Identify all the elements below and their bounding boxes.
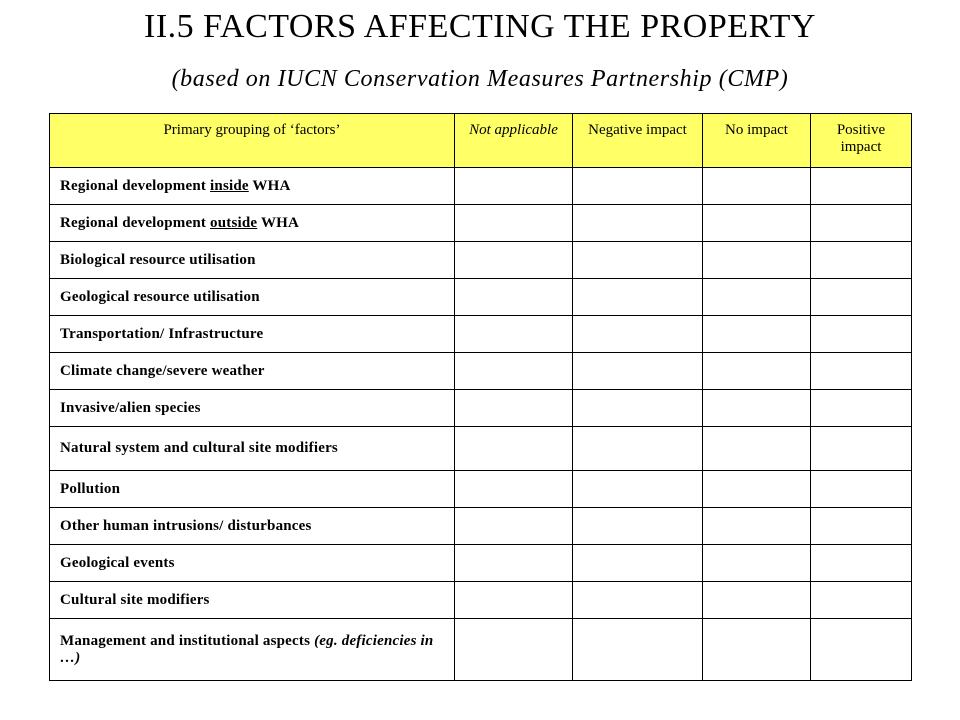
cell-no-impact[interactable] <box>702 426 811 471</box>
cell-positive-impact[interactable] <box>810 167 912 205</box>
cell-no-impact[interactable] <box>702 352 811 390</box>
table-row: Transportation/ Infrastructure <box>49 315 912 353</box>
cell-negative-impact[interactable] <box>572 278 703 316</box>
cell-not-applicable[interactable] <box>454 389 573 427</box>
cell-positive-impact[interactable] <box>810 389 912 427</box>
cell-positive-impact[interactable] <box>810 544 912 582</box>
page-subtitle: (based on IUCN Conservation Measures Par… <box>171 66 789 92</box>
factors-table: Primary grouping of ‘factors’ Not applic… <box>49 113 912 681</box>
page-title: II.5 FACTORS AFFECTING THE PROPERTY <box>144 8 816 45</box>
header-negative-impact: Negative impact <box>572 113 703 168</box>
factor-label: Transportation/ Infrastructure <box>49 315 455 353</box>
cell-positive-impact[interactable] <box>810 618 912 681</box>
cell-negative-impact[interactable] <box>572 544 703 582</box>
table-row: Pollution <box>49 470 912 508</box>
cell-positive-impact[interactable] <box>810 278 912 316</box>
factor-label: Geological events <box>49 544 455 582</box>
factor-label: Regional development inside WHA <box>49 167 455 205</box>
factor-label: Biological resource utilisation <box>49 241 455 279</box>
factor-label: Geological resource utilisation <box>49 278 455 316</box>
table-header-row: Primary grouping of ‘factors’ Not applic… <box>49 113 912 168</box>
cell-no-impact[interactable] <box>702 315 811 353</box>
cell-no-impact[interactable] <box>702 389 811 427</box>
cell-negative-impact[interactable] <box>572 241 703 279</box>
cell-positive-impact[interactable] <box>810 507 912 545</box>
factor-label: Natural system and cultural site modifie… <box>49 426 455 471</box>
table-row: Invasive/alien species <box>49 389 912 427</box>
cell-no-impact[interactable] <box>702 470 811 508</box>
cell-not-applicable[interactable] <box>454 352 573 390</box>
cell-no-impact[interactable] <box>702 241 811 279</box>
cell-positive-impact[interactable] <box>810 581 912 619</box>
table-row: Cultural site modifiers <box>49 581 912 619</box>
cell-negative-impact[interactable] <box>572 618 703 681</box>
cell-not-applicable[interactable] <box>454 618 573 681</box>
cell-not-applicable[interactable] <box>454 544 573 582</box>
cell-no-impact[interactable] <box>702 204 811 242</box>
cell-no-impact[interactable] <box>702 618 811 681</box>
factor-label: Management and institutional aspects (eg… <box>49 618 455 681</box>
cell-not-applicable[interactable] <box>454 278 573 316</box>
header-grouping: Primary grouping of ‘factors’ <box>49 113 455 168</box>
table-row: Regional development outside WHA <box>49 204 912 242</box>
cell-no-impact[interactable] <box>702 581 811 619</box>
factor-label: Pollution <box>49 470 455 508</box>
table-row: Other human intrusions/ disturbances <box>49 507 912 545</box>
header-no-impact: No impact <box>702 113 811 168</box>
cell-not-applicable[interactable] <box>454 241 573 279</box>
cell-positive-impact[interactable] <box>810 426 912 471</box>
cell-negative-impact[interactable] <box>572 352 703 390</box>
table-row: Regional development inside WHA <box>49 167 912 205</box>
table-row: Climate change/severe weather <box>49 352 912 390</box>
cell-positive-impact[interactable] <box>810 315 912 353</box>
cell-positive-impact[interactable] <box>810 204 912 242</box>
cell-positive-impact[interactable] <box>810 241 912 279</box>
cell-not-applicable[interactable] <box>454 315 573 353</box>
factor-label: Regional development outside WHA <box>49 204 455 242</box>
cell-positive-impact[interactable] <box>810 352 912 390</box>
cell-negative-impact[interactable] <box>572 507 703 545</box>
factor-label: Climate change/severe weather <box>49 352 455 390</box>
cell-no-impact[interactable] <box>702 507 811 545</box>
table-row: Natural system and cultural site modifie… <box>49 426 912 471</box>
header-positive-impact: Positive impact <box>810 113 912 168</box>
factor-label: Other human intrusions/ disturbances <box>49 507 455 545</box>
table-row: Management and institutional aspects (eg… <box>49 618 912 681</box>
header-not-applicable: Not applicable <box>454 113 573 168</box>
cell-no-impact[interactable] <box>702 278 811 316</box>
cell-not-applicable[interactable] <box>454 204 573 242</box>
table-row: Geological events <box>49 544 912 582</box>
cell-not-applicable[interactable] <box>454 581 573 619</box>
cell-negative-impact[interactable] <box>572 389 703 427</box>
cell-negative-impact[interactable] <box>572 470 703 508</box>
cell-no-impact[interactable] <box>702 544 811 582</box>
cell-no-impact[interactable] <box>702 167 811 205</box>
cell-not-applicable[interactable] <box>454 167 573 205</box>
factor-label: Invasive/alien species <box>49 389 455 427</box>
factor-label: Cultural site modifiers <box>49 581 455 619</box>
cell-positive-impact[interactable] <box>810 470 912 508</box>
cell-negative-impact[interactable] <box>572 204 703 242</box>
cell-negative-impact[interactable] <box>572 167 703 205</box>
cell-negative-impact[interactable] <box>572 315 703 353</box>
table-row: Geological resource utilisation <box>49 278 912 316</box>
cell-not-applicable[interactable] <box>454 426 573 471</box>
cell-not-applicable[interactable] <box>454 470 573 508</box>
cell-not-applicable[interactable] <box>454 507 573 545</box>
table-row: Biological resource utilisation <box>49 241 912 279</box>
cell-negative-impact[interactable] <box>572 426 703 471</box>
cell-negative-impact[interactable] <box>572 581 703 619</box>
